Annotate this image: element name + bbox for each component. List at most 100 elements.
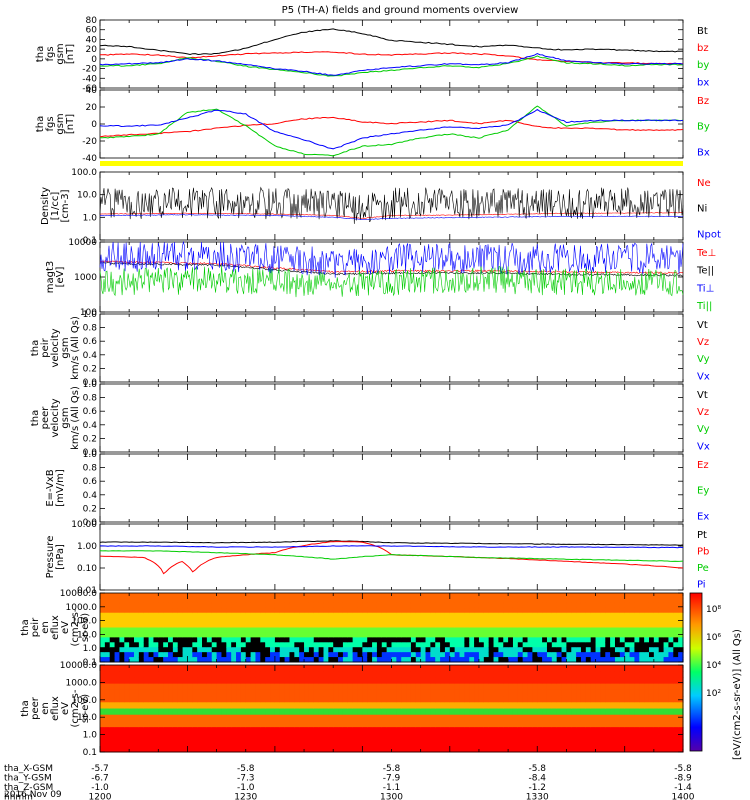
spectrogram-cell (624, 665, 631, 672)
spectrogram-cell (187, 702, 193, 709)
spectrogram-cell (245, 602, 252, 609)
x-tick-label: -5.8 (528, 764, 546, 774)
spectrogram-cell (512, 642, 519, 648)
spectrogram-cell (143, 720, 150, 728)
spectrogram-cell (119, 593, 125, 599)
spectrogram-cell (386, 671, 393, 678)
spectrogram-cell (474, 657, 480, 663)
spectrogram-cell (546, 727, 553, 734)
spectrogram-cell (347, 696, 354, 703)
spectrogram-cell (648, 593, 655, 599)
spectrogram-cell (576, 597, 582, 604)
spectrogram-cell (483, 597, 490, 604)
spectrogram-cell (308, 642, 315, 648)
spectrogram-cell (474, 671, 480, 678)
spectrogram-cell (240, 632, 247, 638)
spectrogram-cell (537, 665, 543, 672)
spectrogram-cell (576, 622, 582, 628)
spectrogram-cell (158, 642, 164, 648)
spectrogram-cell (532, 702, 538, 709)
spectrogram-cell (313, 733, 320, 741)
spectrogram-cell (100, 657, 106, 663)
spectrogram-cell (512, 708, 519, 716)
spectrogram-cell (313, 657, 320, 663)
spectrogram-cell (430, 714, 436, 722)
spectrogram-cell (517, 671, 524, 678)
legend-entry: Vt (697, 390, 708, 401)
spectrogram-cell (216, 612, 223, 619)
spectrogram-cell (629, 739, 636, 747)
spectrogram-cell (255, 733, 261, 741)
spectrogram-cell (182, 702, 189, 709)
spectrogram-cell (308, 745, 315, 753)
spectrogram-cell (522, 627, 529, 633)
spectrogram-cell (488, 745, 495, 753)
spectrogram-cell (158, 727, 164, 734)
spectrogram-cell (279, 622, 286, 628)
spectrogram-cell (605, 671, 611, 678)
spectrogram-cell (226, 727, 232, 734)
spectrogram-cell (415, 745, 422, 753)
spectrogram-cell (119, 727, 125, 734)
spectrogram-cell (187, 727, 193, 734)
spectrogram-cell (561, 665, 567, 672)
spectrogram-cell (508, 671, 514, 678)
spectrogram-cell (109, 622, 116, 628)
spectrogram-cell (420, 657, 427, 663)
spectrogram-cell (279, 632, 286, 638)
spectrogram-cell (508, 607, 514, 614)
spectrogram-cell (163, 714, 169, 722)
spectrogram-cell (328, 652, 334, 658)
spectrogram-cell (197, 696, 203, 703)
spectrogram-cell (299, 696, 305, 703)
panel-frame (99, 453, 684, 523)
spectrogram-cell (624, 622, 631, 628)
spectrogram-cell (143, 602, 150, 609)
spectrogram-cell (168, 627, 174, 633)
spectrogram-cell (542, 622, 548, 628)
spectrogram-cell (546, 657, 553, 663)
spectrogram-cell (493, 739, 499, 747)
spectrogram-cell (153, 612, 159, 619)
y-axis-label: velocity (50, 398, 61, 437)
spectrogram-cell (134, 683, 140, 691)
spectrogram-cell (138, 637, 145, 643)
spectrogram-cell (109, 652, 116, 658)
spectrogram-cell (546, 637, 553, 643)
spectrogram-cell (512, 612, 519, 619)
spectrogram-cell (197, 637, 203, 643)
spectrogram-cell (143, 739, 150, 747)
y-tick-label: 10000 (68, 238, 97, 248)
spectrogram-cell (352, 745, 359, 753)
spectrogram-cell (590, 671, 597, 678)
spectrogram-cell (338, 733, 344, 741)
spectrogram-cell (299, 627, 305, 633)
spectrogram-cell (328, 677, 334, 685)
spectrogram-cell (600, 632, 606, 638)
spectrogram-cell (566, 733, 572, 741)
spectrogram-cell (673, 739, 679, 747)
spectrogram-cell (177, 607, 184, 614)
spectrogram-cell (527, 647, 533, 653)
spectrogram-cell (449, 617, 456, 624)
spectrogram-cell (367, 637, 373, 643)
spectrogram-cell (478, 622, 485, 628)
spectrogram-cell (187, 617, 193, 624)
spectrogram-cell (372, 708, 378, 716)
spectrogram-cell (138, 696, 145, 703)
spectrogram-cell (255, 602, 261, 609)
spectrogram-cell (595, 627, 602, 633)
spectrogram-cell (226, 657, 232, 663)
spectrogram-cell (250, 683, 257, 691)
spectrogram-cell (624, 637, 631, 643)
spectrogram-cell (600, 637, 606, 643)
panel-frame (99, 523, 684, 591)
spectrogram-cell (415, 689, 422, 697)
spectrogram-cell (576, 714, 582, 722)
spectrogram-cell (542, 612, 548, 619)
spectrogram-cell (187, 733, 193, 741)
spectrogram-cell (435, 632, 441, 638)
spectrogram-cell (537, 637, 543, 643)
spectrogram-cell (522, 677, 529, 685)
spectrogram-cell (289, 696, 295, 703)
